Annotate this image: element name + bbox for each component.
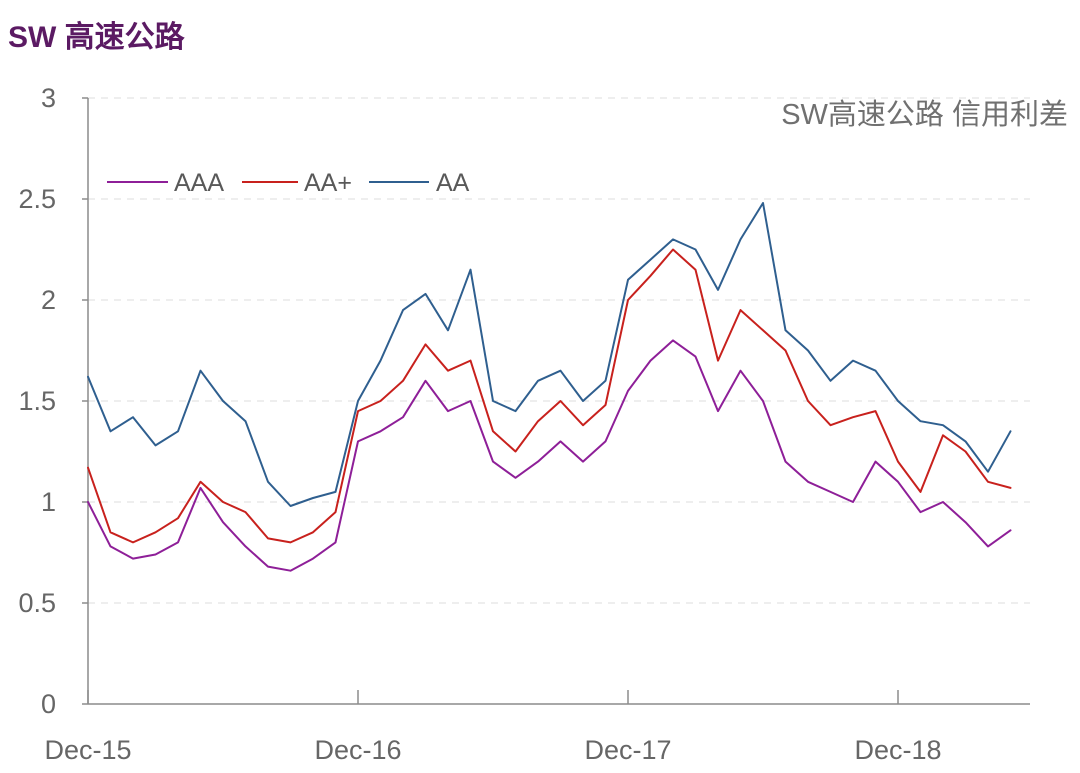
y-tick-label: 1.5 <box>18 386 56 416</box>
axis-layer: 0 0.5 1 1.5 2 2.5 3 Dec-15 Dec-16 Dec-17 Dec-18 <box>18 83 1030 765</box>
grid-layer <box>88 97 1030 604</box>
legend-label: AA+ <box>304 169 352 197</box>
legend-label: AA <box>436 169 470 197</box>
y-tick-label: 0 <box>41 689 56 719</box>
y-tick-label: 1 <box>41 487 56 517</box>
x-tick-label: Dec-17 <box>584 735 671 765</box>
series-line-aaa <box>87 339 1012 572</box>
x-tick-label: Dec-16 <box>314 735 401 765</box>
page-title: SW 高速公路 <box>8 21 185 54</box>
chart-title: SW高速公路 信用利差 <box>781 98 1068 131</box>
y-tick-label: 3 <box>41 83 56 113</box>
y-tick-label: 2.5 <box>18 184 56 214</box>
y-tick-label: 0.5 <box>18 588 56 618</box>
y-tick-label: 2 <box>41 285 56 315</box>
legend: AAA AA+ AA <box>107 169 470 197</box>
series-line-aa <box>87 202 1012 507</box>
legend-label: AAA <box>174 169 224 197</box>
series-layer <box>87 202 1012 572</box>
x-tick-label: Dec-18 <box>854 735 941 765</box>
series-line-aa-plus <box>87 248 1012 544</box>
x-tick-label: Dec-15 <box>44 735 131 765</box>
